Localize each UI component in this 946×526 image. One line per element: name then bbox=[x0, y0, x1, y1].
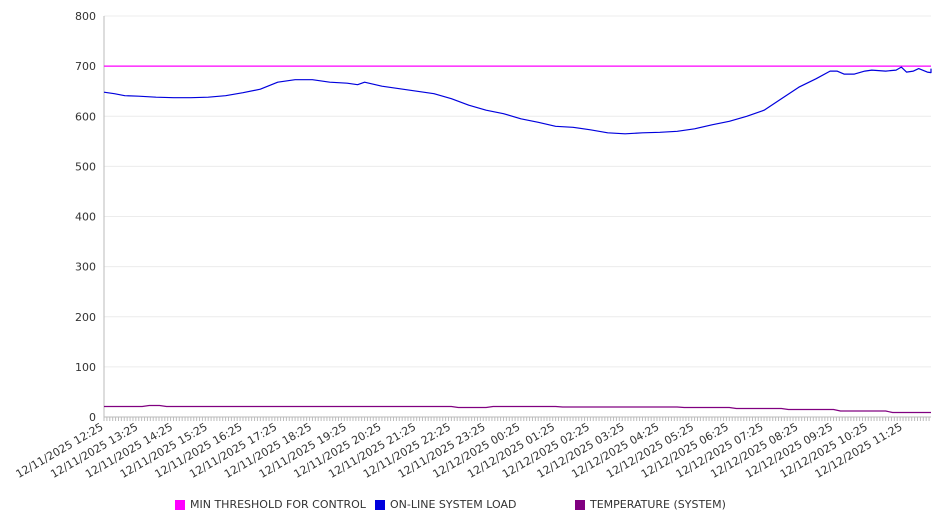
grid bbox=[104, 15, 931, 368]
y-tick-label: 800 bbox=[75, 10, 96, 23]
legend-label: ON-LINE SYSTEM LOAD bbox=[390, 498, 517, 511]
legend-item-threshold[interactable]: MIN THRESHOLD FOR CONTROL bbox=[175, 498, 366, 511]
legend-swatch-temperature bbox=[575, 499, 585, 510]
series-line-1 bbox=[103, 66, 932, 135]
y-tick-label: 200 bbox=[75, 311, 96, 324]
y-tick-label: 700 bbox=[75, 60, 96, 73]
y-tick-label: 100 bbox=[75, 361, 96, 374]
y-tick-label: 300 bbox=[75, 261, 96, 274]
legend-swatch-threshold bbox=[175, 499, 185, 510]
y-axis: 0 100 200 300 400 500 600 700 800 bbox=[75, 10, 105, 424]
legend-item-load[interactable]: ON-LINE SYSTEM LOAD bbox=[375, 498, 516, 511]
legend-label: TEMPERATURE (SYSTEM) bbox=[590, 498, 726, 511]
legend-item-temperature[interactable]: TEMPERATURE (SYSTEM) bbox=[575, 498, 726, 511]
series-line-2 bbox=[104, 404, 931, 414]
y-tick-label: 500 bbox=[75, 160, 96, 173]
legend-label: MIN THRESHOLD FOR CONTROL bbox=[190, 498, 366, 511]
y-tick-label: 400 bbox=[75, 211, 96, 224]
series-lines bbox=[103, 65, 932, 414]
y-tick-label: 0 bbox=[89, 411, 96, 424]
y-tick-label: 600 bbox=[75, 110, 96, 123]
legend-swatch-load bbox=[375, 499, 385, 510]
